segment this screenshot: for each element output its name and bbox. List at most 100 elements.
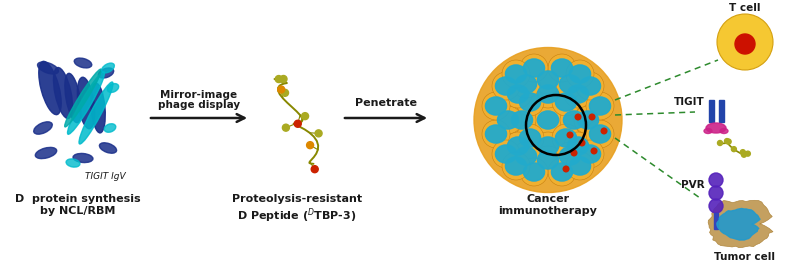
Text: Mirror-image: Mirror-image <box>161 90 237 100</box>
Ellipse shape <box>519 93 541 111</box>
Circle shape <box>745 151 750 156</box>
Ellipse shape <box>704 128 712 134</box>
Circle shape <box>589 114 594 120</box>
Circle shape <box>482 92 510 120</box>
Bar <box>718 100 724 122</box>
Ellipse shape <box>551 59 573 77</box>
Ellipse shape <box>523 59 545 77</box>
Circle shape <box>571 150 577 156</box>
Ellipse shape <box>38 62 58 74</box>
Circle shape <box>504 132 532 160</box>
Circle shape <box>516 88 544 116</box>
Ellipse shape <box>498 111 519 129</box>
Ellipse shape <box>99 143 117 153</box>
Circle shape <box>567 132 573 138</box>
Circle shape <box>492 72 520 100</box>
Ellipse shape <box>538 111 559 129</box>
Ellipse shape <box>578 111 598 129</box>
Circle shape <box>725 139 729 144</box>
Ellipse shape <box>486 97 507 115</box>
Ellipse shape <box>507 137 529 155</box>
Circle shape <box>709 186 723 200</box>
Ellipse shape <box>538 71 559 89</box>
Circle shape <box>574 106 602 134</box>
Ellipse shape <box>590 97 610 115</box>
Circle shape <box>575 114 581 120</box>
Ellipse shape <box>706 123 726 133</box>
Circle shape <box>280 76 287 83</box>
Circle shape <box>735 34 755 54</box>
Polygon shape <box>708 200 773 248</box>
Circle shape <box>278 86 284 93</box>
Ellipse shape <box>65 69 101 127</box>
Circle shape <box>556 142 584 170</box>
Ellipse shape <box>570 65 590 83</box>
Ellipse shape <box>555 129 577 147</box>
Circle shape <box>512 70 540 98</box>
Circle shape <box>548 54 576 82</box>
Ellipse shape <box>555 93 577 111</box>
Ellipse shape <box>506 65 527 83</box>
Ellipse shape <box>101 63 114 73</box>
Circle shape <box>282 124 289 131</box>
Text: TIGIT IgV: TIGIT IgV <box>85 172 125 181</box>
Circle shape <box>504 80 532 108</box>
Text: immunotherapy: immunotherapy <box>499 206 598 216</box>
Ellipse shape <box>511 111 533 129</box>
Ellipse shape <box>567 85 589 103</box>
Circle shape <box>576 140 604 168</box>
Circle shape <box>494 106 522 134</box>
Ellipse shape <box>67 72 105 134</box>
Circle shape <box>741 152 746 157</box>
Text: Proteolysis-resistant: Proteolysis-resistant <box>232 194 362 204</box>
Circle shape <box>294 120 301 127</box>
Circle shape <box>552 88 580 116</box>
Text: Tumor cell: Tumor cell <box>714 252 776 262</box>
Ellipse shape <box>570 157 590 175</box>
Text: TIGIT: TIGIT <box>674 97 705 107</box>
Ellipse shape <box>54 68 73 119</box>
Ellipse shape <box>91 83 105 133</box>
Circle shape <box>312 166 318 173</box>
Text: by NCL/RBM: by NCL/RBM <box>40 206 116 216</box>
Ellipse shape <box>73 154 93 163</box>
Ellipse shape <box>486 125 507 143</box>
Circle shape <box>508 106 536 134</box>
Circle shape <box>548 158 576 186</box>
Ellipse shape <box>104 124 116 132</box>
Text: phage display: phage display <box>158 100 240 110</box>
Ellipse shape <box>78 77 95 129</box>
Ellipse shape <box>107 84 119 92</box>
Circle shape <box>576 72 604 100</box>
Text: D Peptide ($^D$TBP-3): D Peptide ($^D$TBP-3) <box>237 206 356 225</box>
Circle shape <box>534 106 562 134</box>
Ellipse shape <box>563 111 585 129</box>
Circle shape <box>534 132 562 160</box>
Circle shape <box>301 113 308 120</box>
Circle shape <box>741 150 745 155</box>
Circle shape <box>281 89 288 96</box>
Circle shape <box>492 140 520 168</box>
Circle shape <box>534 80 562 108</box>
Ellipse shape <box>74 58 92 68</box>
Circle shape <box>516 124 544 152</box>
Text: Cancer: Cancer <box>527 194 570 204</box>
Circle shape <box>717 14 773 70</box>
Ellipse shape <box>538 85 559 103</box>
Ellipse shape <box>559 75 581 93</box>
Circle shape <box>726 139 731 144</box>
Ellipse shape <box>474 48 622 193</box>
Circle shape <box>520 158 548 186</box>
Circle shape <box>556 70 584 98</box>
Circle shape <box>563 166 569 172</box>
Circle shape <box>307 142 313 149</box>
Circle shape <box>586 92 614 120</box>
Circle shape <box>512 142 540 170</box>
Ellipse shape <box>98 68 113 78</box>
Circle shape <box>534 146 562 174</box>
Bar <box>709 100 714 122</box>
Ellipse shape <box>65 73 81 123</box>
Ellipse shape <box>519 129 541 147</box>
Ellipse shape <box>495 77 517 95</box>
Ellipse shape <box>551 163 573 181</box>
